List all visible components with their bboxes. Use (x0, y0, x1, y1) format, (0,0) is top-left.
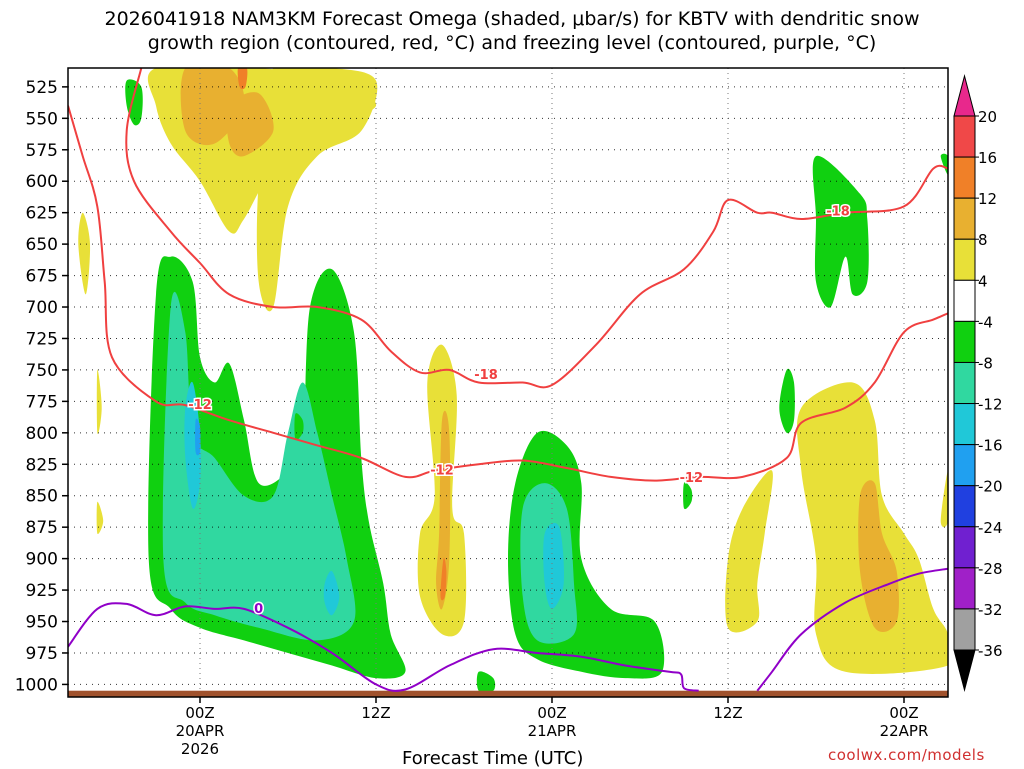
colorbar-top-arrow (953, 74, 976, 117)
plot-area: -18 -18 -12 -12 -12 0 (68, 68, 948, 697)
y-tick-label-925: 925 (26, 581, 58, 601)
colorbar-label-0: 20 (978, 108, 997, 126)
freezing-level-contour-1 (756, 567, 948, 692)
colorbar-label-12: -32 (978, 601, 1003, 619)
x-tick-label-42-0: 12Z (713, 704, 742, 722)
colorbar-label-2: 12 (978, 190, 997, 208)
y-tick-label-775: 775 (26, 392, 58, 412)
x-tick-label-6-0: 00Z (185, 704, 214, 722)
omega-region-19 (195, 418, 201, 456)
isotherm-contour-0 (125, 68, 948, 389)
y-tick-label-600: 600 (26, 172, 58, 192)
colorbar-bin-2 (953, 197, 976, 240)
colorbar-bin-6 (953, 361, 976, 405)
x-tick-label-18-0: 12Z (361, 704, 390, 722)
omega-region-18 (323, 570, 340, 616)
y-tick-label-575: 575 (26, 141, 58, 161)
omega-region-5 (78, 212, 91, 295)
omega-region-29 (683, 482, 693, 510)
y-tick-label-850: 850 (26, 487, 58, 507)
y-tick-label-875: 875 (26, 518, 58, 538)
omega-region-7 (436, 410, 451, 610)
colorbar-label-8: -16 (978, 437, 1003, 455)
colorbar-bin-9 (953, 485, 976, 528)
colorbar-bin-8 (953, 444, 976, 487)
contour-label-2: -12 (188, 398, 212, 413)
plot-frame (67, 67, 949, 698)
colorbar-label-10: -24 (978, 519, 1003, 537)
x-tick-label-30-1: 21APR (528, 722, 577, 740)
colorbar-label-4: 4 (978, 272, 988, 290)
omega-region-11 (725, 470, 773, 633)
colorbar-bin-11 (953, 567, 976, 610)
contour-label-5: 0 (254, 602, 263, 617)
omega-region-8 (440, 557, 447, 601)
x-tick-label-54-1: 22APR (880, 722, 929, 740)
isotherm-contour-1 (68, 105, 948, 482)
y-tick-label-750: 750 (26, 361, 58, 381)
omega-region-26 (940, 153, 948, 175)
colorbar-label-11: -28 (978, 560, 1003, 578)
x-tick-label-54-0: 00Z (889, 704, 918, 722)
y-tick-label-725: 725 (26, 329, 58, 349)
y-tick-label-800: 800 (26, 424, 58, 444)
x-tick-label-30-0: 00Z (537, 704, 566, 722)
colorbar-bin-7 (953, 403, 976, 446)
omega-region-14 (96, 501, 104, 535)
colorbar-bin-4 (953, 279, 976, 322)
contour-label-4: -12 (680, 471, 704, 486)
omega-region-27 (476, 671, 496, 693)
colorbar-bin-5 (953, 320, 976, 363)
y-tick-label-825: 825 (26, 455, 58, 475)
y-tick-label-950: 950 (26, 613, 58, 633)
omega-region-13 (96, 369, 102, 434)
freezing-level-contour-0 (68, 602, 699, 692)
x-tick-label-6-2: 2026 (181, 740, 219, 758)
colorbar-label-3: 8 (978, 231, 988, 249)
colorbar-bin-1 (953, 156, 976, 199)
colorbar-label-13: -36 (978, 642, 1003, 660)
colorbar-bin-12 (953, 608, 976, 651)
omega-region-23 (812, 155, 869, 308)
chart-title-line-2: growth region (contoured, red, °C) and f… (147, 32, 877, 54)
y-tick-label-525: 525 (26, 78, 58, 98)
source-credit[interactable]: coolwx.com/models (828, 746, 985, 764)
omega-region-24 (779, 368, 795, 434)
ground-strip (68, 690, 948, 697)
colorbar-bin-3 (953, 238, 976, 281)
colorbar-bin-0 (953, 115, 976, 158)
omega-region-12 (940, 470, 948, 528)
y-tick-label-900: 900 (26, 550, 58, 570)
contour-label-0: -18 (474, 368, 498, 383)
y-tick-label-675: 675 (26, 267, 58, 287)
omega-region-1 (256, 68, 378, 312)
contour-label-3: -12 (430, 464, 454, 479)
colorbar-label-1: 16 (978, 149, 997, 167)
colorbar-label-6: -8 (978, 354, 993, 372)
colorbar-label-9: -20 (978, 478, 1003, 496)
colorbar-label-5: -4 (978, 313, 993, 331)
colorbar-bin-10 (953, 526, 976, 569)
omega-region-10 (858, 480, 899, 633)
omega-region-17 (184, 381, 201, 509)
colorbar-label-7: -12 (978, 396, 1003, 414)
y-tick-label-700: 700 (26, 298, 58, 318)
omega-region-3 (226, 92, 274, 157)
colorbar-bottom-arrow (953, 649, 976, 692)
y-tick-label-650: 650 (26, 235, 58, 255)
x-axis-label: Forecast Time (UTC) (402, 748, 584, 769)
omega-region-4 (237, 68, 248, 90)
omega-region-16 (162, 291, 356, 641)
x-tick-label-6-1: 20APR (176, 722, 225, 740)
omega-region-22 (543, 522, 565, 609)
y-tick-label-550: 550 (26, 109, 58, 129)
y-tick-label-625: 625 (26, 204, 58, 224)
y-tick-label-975: 975 (26, 644, 58, 664)
chart-title-line-1: 2026041918 NAM3KM Forecast Omega (shaded… (104, 8, 920, 30)
y-tick-label-1000: 1000 (15, 675, 58, 695)
contour-label-1: -18 (826, 204, 850, 219)
